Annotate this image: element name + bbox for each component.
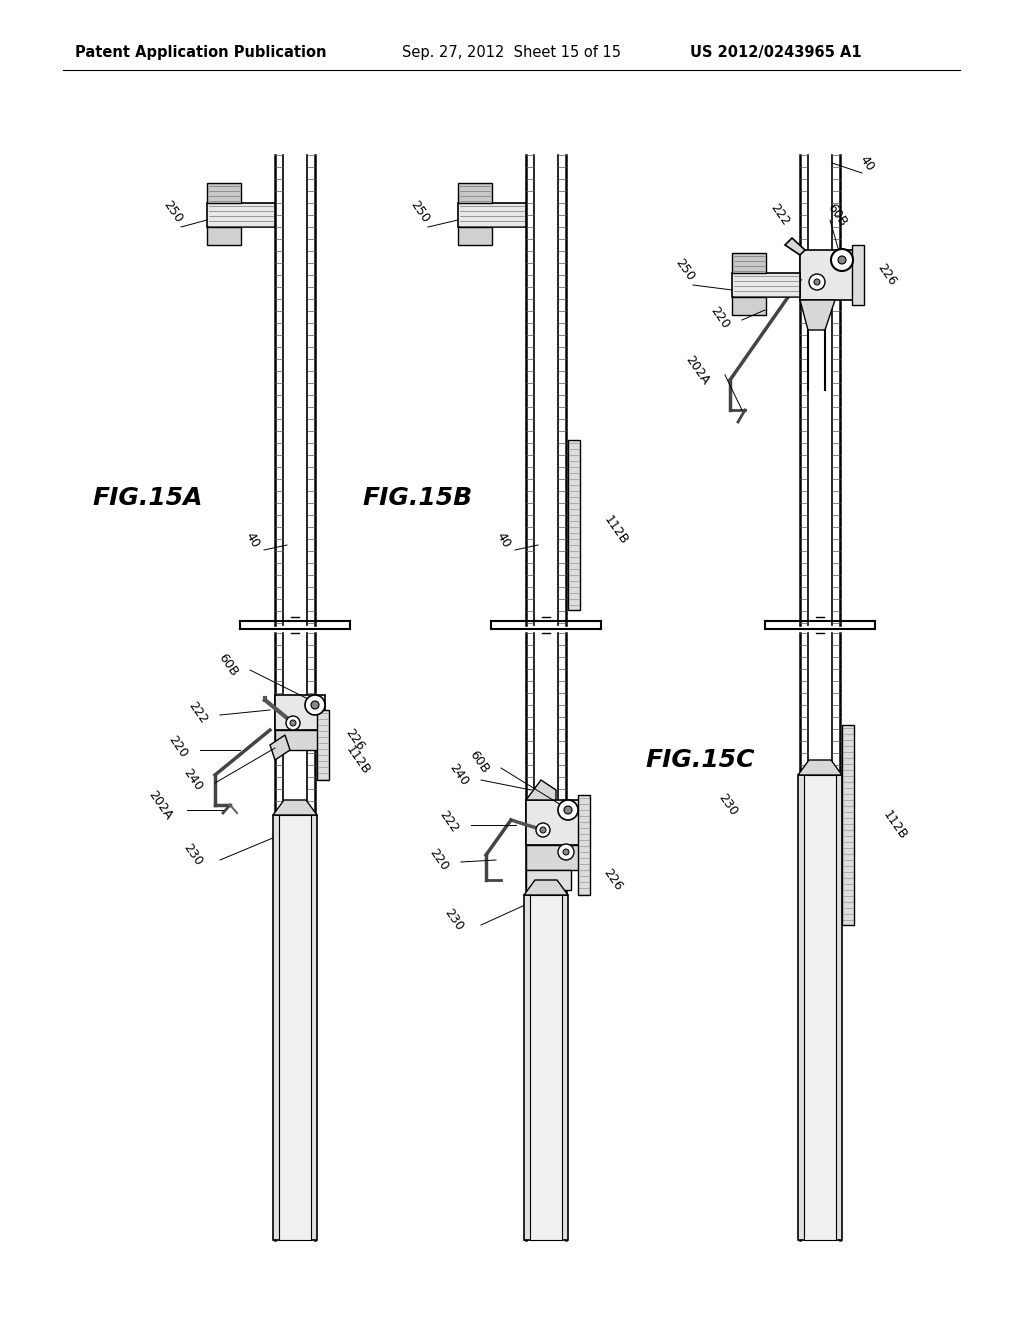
Polygon shape <box>207 227 241 246</box>
Bar <box>804 775 836 1239</box>
Text: 112B: 112B <box>880 808 909 842</box>
Bar <box>852 246 864 305</box>
Bar <box>578 795 590 895</box>
Text: FIG.15A: FIG.15A <box>93 486 203 510</box>
Polygon shape <box>273 800 317 814</box>
Circle shape <box>838 256 846 264</box>
Text: 250: 250 <box>161 198 185 226</box>
Text: 222: 222 <box>768 202 792 228</box>
Circle shape <box>540 828 546 833</box>
Text: 220: 220 <box>166 734 190 760</box>
Text: 202A: 202A <box>683 352 712 387</box>
Polygon shape <box>732 273 800 297</box>
Polygon shape <box>785 238 805 255</box>
Bar <box>526 870 571 890</box>
Text: 220: 220 <box>708 305 732 331</box>
Polygon shape <box>458 227 492 246</box>
Bar <box>798 775 842 1239</box>
Bar <box>526 800 581 845</box>
Text: 40: 40 <box>494 529 513 550</box>
Text: 60B: 60B <box>215 651 240 678</box>
Text: 112B: 112B <box>343 743 372 777</box>
Circle shape <box>558 800 578 820</box>
Text: 230: 230 <box>716 792 740 818</box>
Text: 226: 226 <box>343 726 368 754</box>
Text: 60B: 60B <box>825 201 850 228</box>
Text: 222: 222 <box>185 700 210 726</box>
Circle shape <box>564 807 572 814</box>
Bar <box>800 249 855 300</box>
Text: 230: 230 <box>180 842 205 869</box>
Circle shape <box>831 249 853 271</box>
Circle shape <box>286 715 300 730</box>
Text: Patent Application Publication: Patent Application Publication <box>75 45 327 59</box>
Bar <box>530 895 562 1239</box>
Circle shape <box>305 696 325 715</box>
Text: 40: 40 <box>857 153 877 173</box>
Bar <box>524 895 568 1239</box>
Polygon shape <box>207 183 241 203</box>
Polygon shape <box>732 297 766 315</box>
Polygon shape <box>524 880 568 895</box>
Bar <box>842 725 854 925</box>
Circle shape <box>558 843 574 861</box>
Text: 240: 240 <box>446 762 471 788</box>
Text: FIG.15B: FIG.15B <box>362 486 473 510</box>
Circle shape <box>814 279 820 285</box>
Circle shape <box>290 719 296 726</box>
Text: 112B: 112B <box>601 513 630 546</box>
Bar <box>275 730 325 750</box>
Circle shape <box>311 701 319 709</box>
Text: US 2012/0243965 A1: US 2012/0243965 A1 <box>690 45 861 59</box>
Circle shape <box>563 849 569 855</box>
Polygon shape <box>458 203 526 227</box>
Polygon shape <box>207 203 275 227</box>
Text: 220: 220 <box>427 846 451 874</box>
Polygon shape <box>800 300 835 330</box>
Bar <box>317 710 329 780</box>
Text: 60B: 60B <box>466 748 490 776</box>
Text: 250: 250 <box>408 198 432 226</box>
Text: 230: 230 <box>441 907 466 933</box>
Text: 240: 240 <box>180 767 205 793</box>
Polygon shape <box>458 183 492 203</box>
Text: 40: 40 <box>243 529 261 550</box>
Bar <box>275 696 325 730</box>
Text: Sep. 27, 2012  Sheet 15 of 15: Sep. 27, 2012 Sheet 15 of 15 <box>402 45 622 59</box>
Circle shape <box>809 275 825 290</box>
Text: 222: 222 <box>437 809 461 836</box>
Bar <box>279 814 311 1239</box>
Polygon shape <box>798 760 842 775</box>
Polygon shape <box>270 735 290 760</box>
Text: 202A: 202A <box>145 788 175 822</box>
Text: 250: 250 <box>673 256 697 284</box>
Bar <box>273 814 317 1239</box>
Circle shape <box>536 822 550 837</box>
Bar <box>568 440 580 610</box>
Text: 226: 226 <box>874 261 899 288</box>
Bar <box>526 845 581 870</box>
Text: 226: 226 <box>601 867 626 894</box>
Text: FIG.15C: FIG.15C <box>645 748 755 772</box>
Polygon shape <box>526 780 556 800</box>
Polygon shape <box>732 253 766 273</box>
